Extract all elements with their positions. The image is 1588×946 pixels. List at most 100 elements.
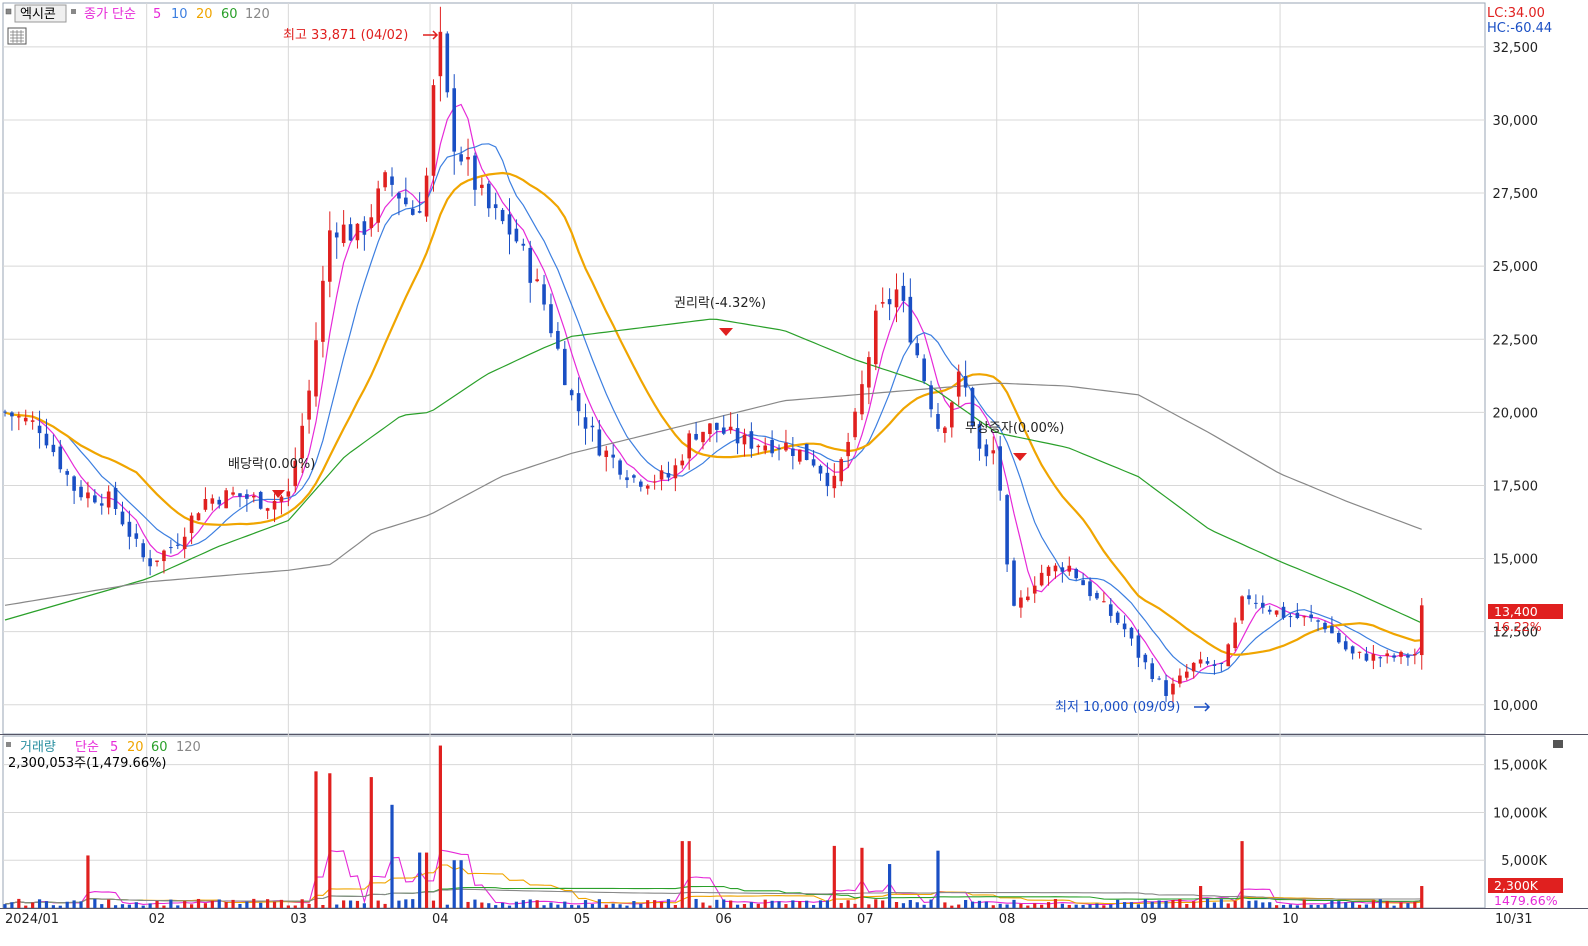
volume-bar bbox=[860, 847, 864, 908]
candle-body bbox=[977, 424, 982, 449]
candle-body bbox=[846, 441, 850, 457]
volume-bar bbox=[342, 900, 346, 908]
candle-body bbox=[1254, 602, 1258, 604]
volume-bar bbox=[210, 900, 214, 908]
candle-body bbox=[1357, 651, 1362, 653]
candle-body bbox=[639, 481, 643, 487]
volume-bar bbox=[563, 901, 567, 908]
candle-body bbox=[10, 412, 14, 417]
volume-bar bbox=[666, 899, 671, 908]
volume-bar bbox=[888, 864, 892, 908]
volume-bar bbox=[1012, 899, 1016, 908]
collapse-icon[interactable] bbox=[1553, 740, 1563, 748]
candle-body bbox=[1309, 614, 1313, 619]
volume-bar bbox=[224, 902, 228, 908]
volume-bar bbox=[79, 901, 83, 908]
volume-ma20-line bbox=[4, 864, 1422, 905]
price-axis: 10,000 12,500 15,000 17,500 20,000 22,500 25,0… bbox=[1493, 41, 1539, 714]
candle-body bbox=[867, 357, 871, 388]
volume-bar bbox=[1351, 902, 1355, 908]
vol-ma120-legend: 120 bbox=[176, 740, 201, 755]
volume-bar bbox=[1323, 904, 1327, 908]
candle-body bbox=[175, 544, 180, 546]
candle-body bbox=[1129, 627, 1134, 639]
volume-bar bbox=[65, 901, 69, 908]
volume-bar bbox=[846, 900, 850, 908]
volume-bar bbox=[777, 901, 781, 908]
ma60-legend: 60 bbox=[221, 7, 238, 22]
candle-body bbox=[887, 299, 892, 305]
candle-body bbox=[459, 154, 463, 162]
volume-bar bbox=[1219, 899, 1223, 908]
high-annotation: 최고 33,871 (04/02) bbox=[283, 28, 439, 43]
ma120-legend: 120 bbox=[245, 7, 270, 22]
candle-body bbox=[1136, 635, 1141, 658]
rights-label: 권리락(-4.32%) bbox=[674, 296, 766, 311]
candle-body bbox=[134, 533, 139, 539]
candle-body bbox=[1019, 597, 1023, 608]
volume-bar bbox=[950, 905, 954, 908]
volume-tick-label: 15,000K bbox=[1493, 759, 1547, 774]
candle-body bbox=[258, 491, 263, 509]
volume-bar bbox=[58, 905, 62, 908]
volume-bar bbox=[1026, 905, 1030, 908]
volume-bar bbox=[418, 852, 422, 908]
volume-bar bbox=[107, 899, 111, 908]
candle-body bbox=[369, 217, 374, 229]
volume-bar bbox=[279, 899, 284, 908]
volume-bar bbox=[127, 904, 131, 908]
table-icon[interactable] bbox=[7, 27, 27, 45]
volume-bar bbox=[397, 900, 401, 908]
candle-body bbox=[1226, 644, 1231, 667]
volume-bar bbox=[1019, 903, 1023, 908]
candle-body bbox=[466, 156, 470, 160]
candle-body bbox=[1302, 616, 1307, 618]
vol-ma20-legend: 20 bbox=[127, 740, 144, 755]
candle-body bbox=[3, 411, 7, 413]
volume-bar bbox=[196, 898, 201, 908]
candle-body bbox=[956, 371, 961, 397]
candle-body bbox=[383, 172, 387, 188]
candle-body bbox=[1295, 612, 1300, 618]
candle-body bbox=[1164, 680, 1168, 696]
volume-ma120-line bbox=[4, 888, 1422, 905]
candle-body bbox=[224, 490, 228, 509]
candle-body bbox=[797, 449, 802, 462]
volume-bar bbox=[867, 904, 871, 908]
volume-bar bbox=[805, 900, 809, 908]
candle-body bbox=[652, 481, 657, 483]
candle-body bbox=[936, 413, 940, 429]
candle-body bbox=[169, 547, 173, 549]
candle-body bbox=[1178, 675, 1182, 684]
candle-body bbox=[791, 448, 795, 457]
candle-body bbox=[825, 472, 830, 487]
candle-body bbox=[417, 211, 422, 213]
volume-bar bbox=[1233, 900, 1237, 908]
candle-body bbox=[880, 302, 885, 304]
volume-bar bbox=[770, 900, 774, 908]
candle-body bbox=[1184, 671, 1189, 678]
volume-value: 2,300,053주(1,479.66%) bbox=[8, 756, 167, 771]
volume-bar bbox=[113, 905, 118, 908]
candle-body bbox=[521, 243, 526, 246]
volume-bar bbox=[715, 899, 719, 908]
candle-body bbox=[991, 450, 996, 454]
ma20-legend: 20 bbox=[196, 7, 213, 22]
volume-bar bbox=[556, 904, 560, 908]
date-tick-label: 10/31 bbox=[1495, 912, 1532, 927]
volume-bar bbox=[929, 899, 933, 908]
price-tick-label: 17,500 bbox=[1493, 479, 1539, 494]
candle-body bbox=[79, 486, 83, 498]
candle-body bbox=[721, 427, 726, 434]
volume-bar bbox=[604, 904, 608, 908]
volume-bar bbox=[24, 905, 28, 908]
volume-bar bbox=[500, 902, 505, 908]
title-box[interactable] bbox=[14, 4, 67, 23]
candle-body bbox=[362, 221, 367, 235]
candle-body bbox=[410, 208, 415, 215]
candle-body bbox=[120, 511, 125, 525]
candle-body bbox=[528, 247, 533, 283]
volume-bar bbox=[936, 850, 940, 908]
volume-bar bbox=[1060, 903, 1064, 908]
